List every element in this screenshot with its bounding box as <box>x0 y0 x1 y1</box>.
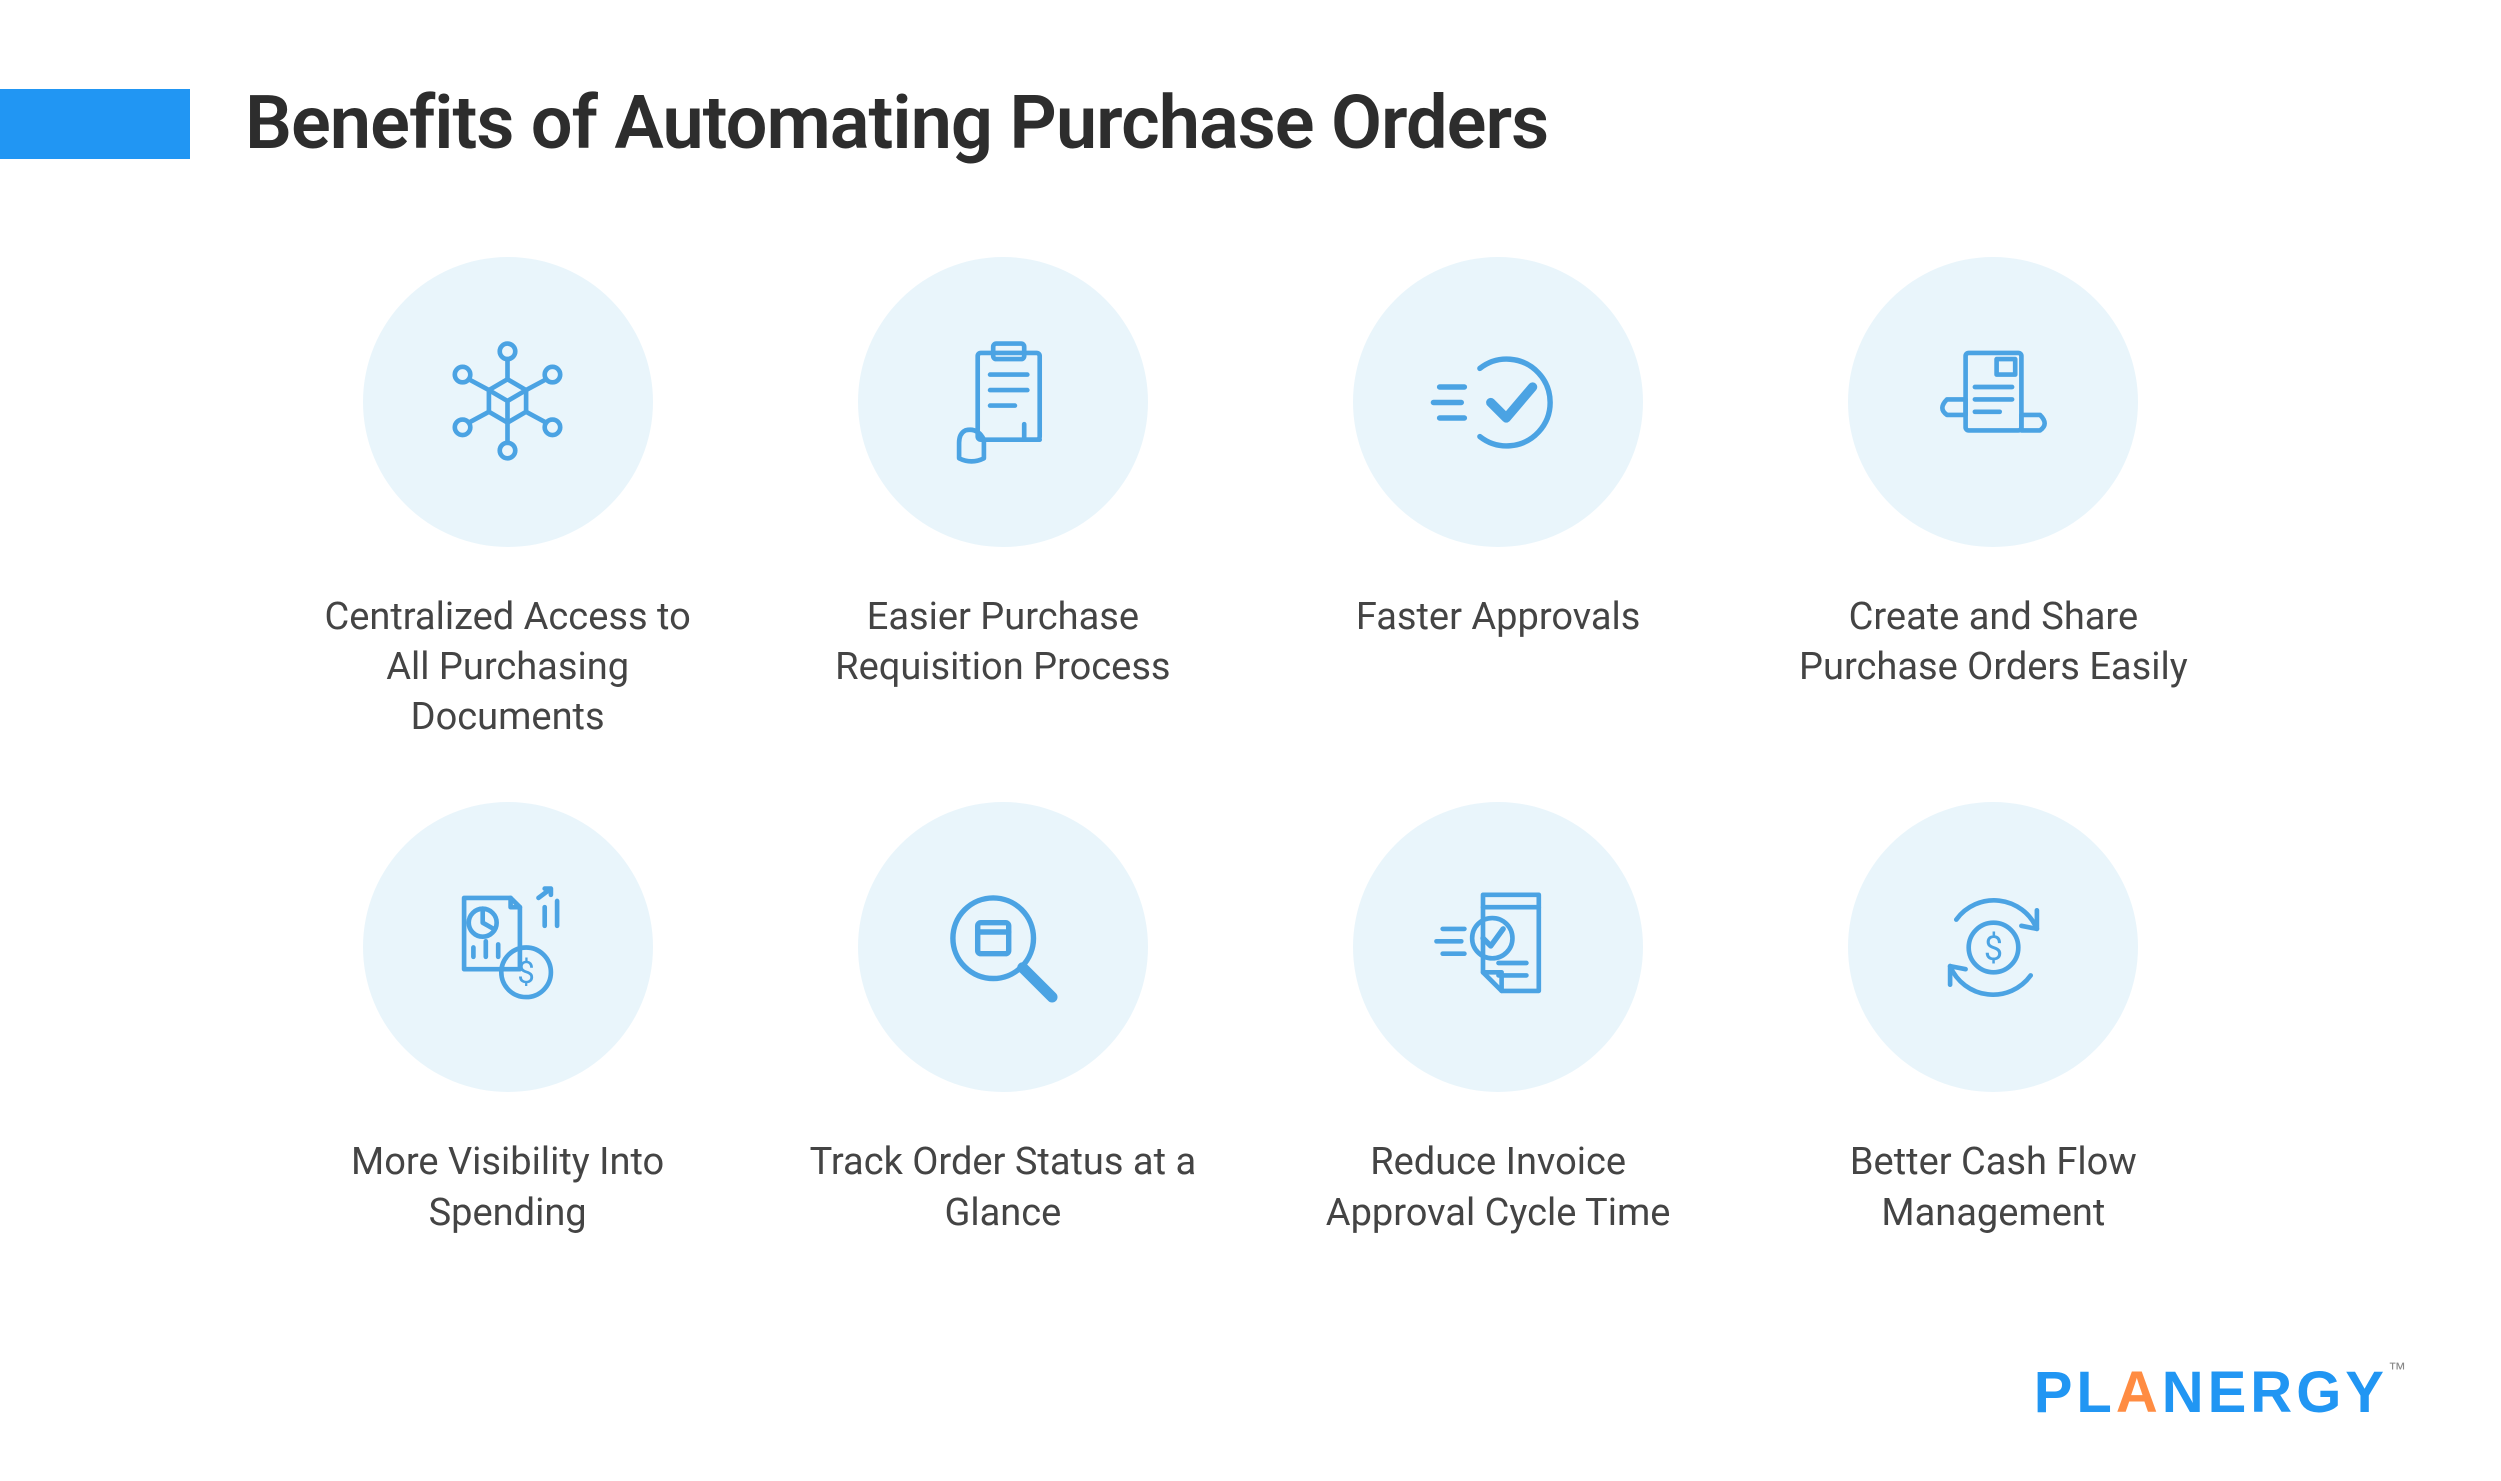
page-title: Benefits of Automating Purchase Orders <box>245 80 1548 167</box>
network-cube-icon <box>430 325 585 480</box>
benefit-item: $ More Visibility Into Spending <box>280 802 735 1237</box>
brand-tm: ™ <box>2388 1359 2406 1379</box>
magnifier-box-icon <box>925 870 1080 1025</box>
benefits-grid: Centralized Access to All Purchasing Doc… <box>0 167 2501 1238</box>
benefit-label: Centralized Access to All Purchasing Doc… <box>308 592 708 742</box>
money-cycle-icon: $ <box>1916 870 2071 1025</box>
svg-text:$: $ <box>1984 929 2003 969</box>
benefit-item: $ Better Cash Flow Management <box>1766 802 2221 1237</box>
icon-circle <box>363 257 653 547</box>
benefit-label: Faster Approvals <box>1356 592 1641 642</box>
icon-circle <box>1353 802 1643 1092</box>
benefit-item: Track Order Status at a Glance <box>775 802 1230 1237</box>
benefit-item: Centralized Access to All Purchasing Doc… <box>280 257 735 742</box>
icon-circle: $ <box>363 802 653 1092</box>
benefit-label: Track Order Status at a Glance <box>803 1137 1203 1237</box>
benefit-label: Create and Share Purchase Orders Easily <box>1793 592 2193 692</box>
benefit-item: Create and Share Purchase Orders Easily <box>1766 257 2221 742</box>
fast-check-icon <box>1421 325 1576 480</box>
benefit-label: Easier Purchase Requisition Process <box>803 592 1203 692</box>
icon-circle <box>858 802 1148 1092</box>
icon-circle <box>858 257 1148 547</box>
accent-bar <box>0 89 190 159</box>
chart-money-icon: $ <box>430 870 585 1025</box>
brand-logo: PLANERGY™ <box>2034 1359 2406 1426</box>
benefit-item: Faster Approvals <box>1271 257 1726 742</box>
benefit-label: More Visibility Into Spending <box>308 1137 708 1237</box>
benefit-label: Better Cash Flow Management <box>1793 1137 2193 1237</box>
clipboard-hand-icon <box>925 325 1080 480</box>
share-document-icon <box>1916 325 2071 480</box>
benefit-item: Reduce Invoice Approval Cycle Time <box>1271 802 1726 1237</box>
brand-text-before: PL <box>2034 1360 2116 1425</box>
brand-accent-letter: A <box>2116 1360 2162 1425</box>
icon-circle <box>1353 257 1643 547</box>
brand-text-after: NERGY <box>2162 1360 2388 1425</box>
icon-circle <box>1848 257 2138 547</box>
invoice-check-icon <box>1421 870 1576 1025</box>
header: Benefits of Automating Purchase Orders <box>0 0 2501 167</box>
icon-circle: $ <box>1848 802 2138 1092</box>
svg-text:$: $ <box>518 954 535 991</box>
benefit-label: Reduce Invoice Approval Cycle Time <box>1298 1137 1698 1237</box>
benefit-item: Easier Purchase Requisition Process <box>775 257 1230 742</box>
